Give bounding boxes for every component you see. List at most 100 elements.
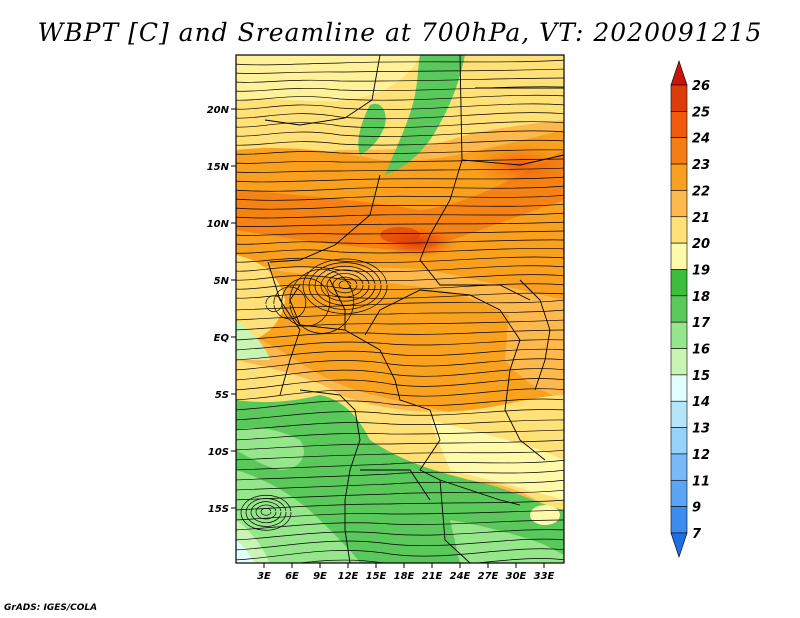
streamline [250,501,282,524]
streamline [236,378,564,391]
lon-label: 12E [338,571,359,582]
colorbar-label: 20 [692,237,710,252]
streamline [245,498,287,527]
colorbar-swatch [670,506,688,534]
colorbar-label: 18 [692,290,710,305]
streamline [236,167,564,173]
streamline [338,280,352,289]
streamline [236,283,564,291]
colorbar-label: 13 [692,422,710,437]
colorbar-label: 23 [692,158,710,173]
colorbar-label: 11 [692,474,710,489]
lat-label: 5S [215,390,229,401]
streamline [236,499,564,511]
lat-label: EQ [214,333,230,344]
colorbar-swatch [670,453,688,481]
streamline [236,449,564,461]
colorbar-swatch [670,479,688,507]
streamline [314,265,376,306]
streamline [236,329,564,341]
streamline [236,292,564,299]
lon-label: 33E [534,571,555,582]
colorbar-top-arrow [670,60,688,86]
political-boundaries [264,55,564,563]
colorbar-label: 17 [692,316,711,331]
map-frame [235,54,565,564]
colorbar-swatch [670,163,688,191]
streamline [302,258,388,314]
streamline [236,479,564,491]
streamline [236,230,564,236]
streamline [260,507,272,516]
colorbar-swatch [670,269,688,297]
streamlines [236,59,564,563]
streamline [236,548,564,561]
colorbar-swatch [670,137,688,165]
colorbar-swatch [670,190,688,218]
lat-label: 20N [207,105,230,116]
streamline [273,286,307,320]
streamline [326,273,364,298]
streamline [308,262,382,310]
lat-label: 15S [208,504,229,515]
colorbar-swatch [670,216,688,244]
lon-label: 6E [285,571,299,582]
colorbar-swatch [670,321,688,349]
streamline [236,59,564,66]
lon-label: 9E [313,571,327,582]
latitude-axis: 20N 15N 10N 5N EQ 5S 10S 15S [207,105,236,515]
streamline [236,529,564,541]
streamline [236,139,564,146]
streamline [236,398,564,411]
lon-label: 21E [422,571,443,582]
streamline [236,221,564,228]
streamline [236,77,564,83]
streamline [236,368,564,381]
streamline [296,558,564,563]
streamline [236,409,564,421]
colorbar-label: 22 [692,184,710,199]
streamline [236,130,564,137]
colorbar-swatch [670,295,688,323]
streamline [236,86,564,92]
lat-label: 5N [214,276,230,287]
streamline [236,429,564,441]
colorbar-label: 9 [692,501,701,516]
colorbar-label: 16 [692,343,710,358]
streamline [236,158,564,164]
colorbar-swatch [670,427,688,455]
chart-title: WBPT [C] and Sreamline at 700hPa, VT: 20… [37,18,763,47]
lon-label: 24E [450,571,471,582]
colorbar-label: 12 [692,448,710,463]
colorbar: 7 9 11 12 13 14 15 16 17 18 19 20 21 22 23 24 25 26 [670,60,711,558]
lat-label: 10N [207,219,230,230]
colorbar-label: 24 [692,132,710,147]
colorbar-label: 14 [692,395,710,410]
lon-label: 15E [366,571,387,582]
streamline [236,103,564,110]
streamline [236,309,564,321]
streamline [236,469,564,481]
streamline [320,269,370,302]
streamline [236,194,564,201]
streamline [236,348,564,361]
streamline [236,176,564,183]
streamline [236,358,564,371]
colorbar-swatch [670,111,688,139]
streamline [236,212,564,219]
streamline [236,149,564,155]
footer-credit: GrADS: IGES/COLA [4,603,98,613]
lat-label: 10S [208,447,229,458]
colorbar-label: 15 [692,369,710,384]
streamline [236,68,564,74]
streamline [236,299,564,311]
streamline [236,248,564,254]
lon-label: 3E [257,571,271,582]
colorbar-swatch [670,348,688,376]
streamline [236,94,564,101]
lat-label: 15N [207,162,230,173]
colorbar-swatch [670,242,688,270]
streamline [236,112,564,120]
streamline [236,121,564,129]
